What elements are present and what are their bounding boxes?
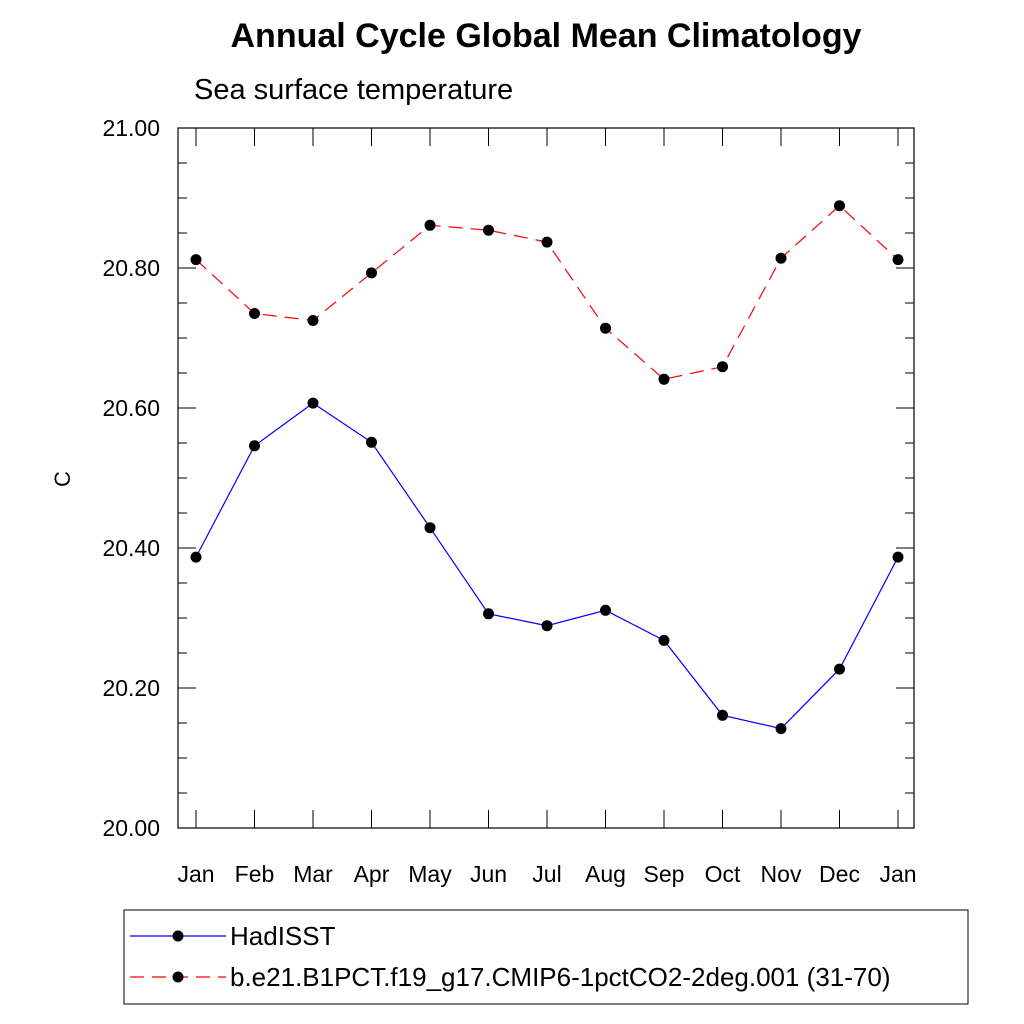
- legend-label-1: HadISST: [230, 921, 336, 951]
- series-1-point: [717, 709, 728, 721]
- y-tick-label: 20.60: [102, 395, 160, 421]
- series-line-1: [195, 402, 899, 730]
- y-tick-label: 21.00: [102, 115, 160, 141]
- series-2-point: [307, 315, 319, 326]
- y-tick-label: 20.00: [102, 815, 160, 841]
- x-tick-label: Dec: [819, 861, 860, 887]
- y-axis-label: C: [50, 471, 75, 487]
- series-1-point: [424, 522, 436, 534]
- chart-title: Annual Cycle Global Mean Climatology: [231, 17, 862, 55]
- series-1-point: [249, 440, 260, 452]
- series-2-point: [892, 254, 904, 266]
- plot-series: [190, 200, 904, 735]
- series-2-point: [541, 236, 553, 248]
- series-2-point: [717, 361, 728, 373]
- x-tick-label: Jan: [177, 861, 214, 887]
- legend-marker-2: [172, 971, 184, 983]
- series-2-point: [834, 200, 845, 212]
- plot-frame: [177, 127, 915, 829]
- series-2-point: [424, 219, 436, 231]
- x-axis: Jan Feb Mar Apr May Jun Jul Aug Sep Oct Nov Dec Jan: [177, 128, 917, 887]
- x-tick-label: Jul: [532, 861, 561, 887]
- series-2-point: [600, 322, 611, 334]
- series-2-point: [483, 224, 494, 236]
- series-1-point: [483, 608, 494, 620]
- series-2-point: [658, 373, 670, 385]
- series-1-point: [366, 436, 377, 448]
- chart-subtitle: Sea surface temperature: [194, 74, 513, 106]
- x-tick-label: Aug: [585, 861, 626, 887]
- legend: HadISST b.e21.B1PCT.f19_g17.CMIP6-1pctCO2…: [130, 921, 891, 992]
- series-1-point: [541, 620, 553, 632]
- series-2-point: [775, 252, 787, 264]
- series-1-point: [775, 723, 787, 735]
- x-tick-label: Jun: [470, 861, 507, 887]
- series-2-point: [190, 254, 202, 266]
- legend-box: [123, 909, 969, 1005]
- series-line-2: [195, 204, 899, 380]
- x-tick-label: Feb: [235, 861, 275, 887]
- x-tick-label: May: [408, 861, 452, 887]
- x-tick-label: Mar: [293, 861, 333, 887]
- legend-label-2: b.e21.B1PCT.f19_g17.CMIP6-1pctCO2-2deg.0…: [230, 962, 891, 992]
- x-tick-label: Oct: [705, 861, 741, 887]
- x-tick-label: Sep: [644, 861, 685, 887]
- series-1-point: [307, 397, 319, 409]
- series-1-point: [834, 663, 845, 675]
- y-axis: 20.00 20.20 20.40 20.60 20.80 21.00: [102, 115, 914, 841]
- x-tick-label: Apr: [354, 861, 390, 887]
- series-1-point: [658, 634, 670, 646]
- y-tick-label: 20.40: [102, 535, 160, 561]
- y-tick-label: 20.20: [102, 675, 160, 701]
- series-2-point: [249, 308, 260, 319]
- series-1-point: [892, 551, 904, 563]
- legend-marker-1: [172, 930, 184, 942]
- series-2-point: [366, 267, 377, 279]
- x-tick-label: Nov: [761, 861, 802, 887]
- series-1-point: [600, 604, 611, 616]
- y-tick-label: 20.80: [102, 255, 160, 281]
- x-tick-label: Jan: [879, 861, 916, 887]
- series-1-point: [190, 551, 202, 563]
